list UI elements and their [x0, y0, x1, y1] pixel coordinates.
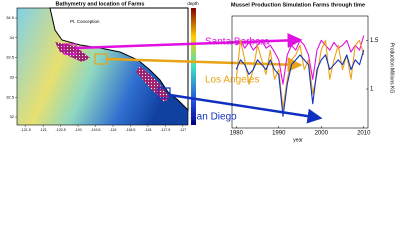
- y-tick-label: 32.5: [6, 94, 15, 99]
- map-title: Bathymetry and location of Farms: [56, 1, 145, 7]
- annotation: Pt. Conception: [70, 19, 100, 24]
- x-tick-label: -119.5: [91, 128, 101, 132]
- figure: Bathymetry and location of Farms Pt. Con…: [6, 1, 395, 143]
- land: [49, 7, 189, 112]
- map-frame: [16, 7, 189, 126]
- legend-label: Santa Barbara: [205, 37, 270, 48]
- colorbar: [191, 8, 196, 125]
- legend-label: Los Angeles: [205, 75, 260, 86]
- x-tick-label: -119: [110, 128, 117, 132]
- y-tick-label: 32: [10, 114, 15, 119]
- x-tick-label: -120.5: [56, 128, 66, 132]
- chart-title: Mussel Production Simulation Farms throu…: [231, 2, 365, 8]
- x-tick-label: -121: [40, 128, 47, 132]
- x-axis-label: year: [293, 137, 303, 143]
- x-tick-label: -118.5: [125, 128, 135, 132]
- x-tick-label: 2000: [315, 131, 329, 137]
- plot-frame: [231, 15, 369, 129]
- legend-label: San Diego: [190, 112, 237, 123]
- series-line: [235, 49, 365, 117]
- x-tick-label: 1990: [272, 131, 286, 137]
- y-axis-label: Production Millions KG: [389, 43, 395, 94]
- x-tick-label: -120: [74, 128, 81, 132]
- region-box: [157, 87, 171, 99]
- colorbar-label: depth: [187, 1, 199, 6]
- y-tick-label: 34: [10, 35, 15, 40]
- x-tick-label: -121.5: [21, 128, 31, 132]
- x-tick-label: -118: [144, 128, 151, 132]
- x-tick-label: -117.5: [160, 128, 170, 132]
- arrow: [169, 93, 323, 124]
- region-box: [63, 43, 77, 55]
- x-tick-label: 2010: [357, 131, 371, 137]
- x-tick-label: 1980: [230, 131, 244, 137]
- line-panel: Mussel Production Simulation Farms throu…: [231, 2, 395, 143]
- farm-area: [136, 66, 170, 102]
- y-tick-label: 33.5: [6, 55, 15, 60]
- map-panel: Bathymetry and location of Farms Pt. Con…: [16, 1, 199, 126]
- y-tick-label: 1.5: [370, 38, 379, 44]
- y-tick-label: 34.5: [6, 15, 15, 20]
- series-line: [235, 39, 365, 110]
- x-tick-label: -117: [179, 128, 186, 132]
- y-tick-label: 33: [10, 74, 15, 79]
- y-tick-label: 1: [370, 87, 374, 93]
